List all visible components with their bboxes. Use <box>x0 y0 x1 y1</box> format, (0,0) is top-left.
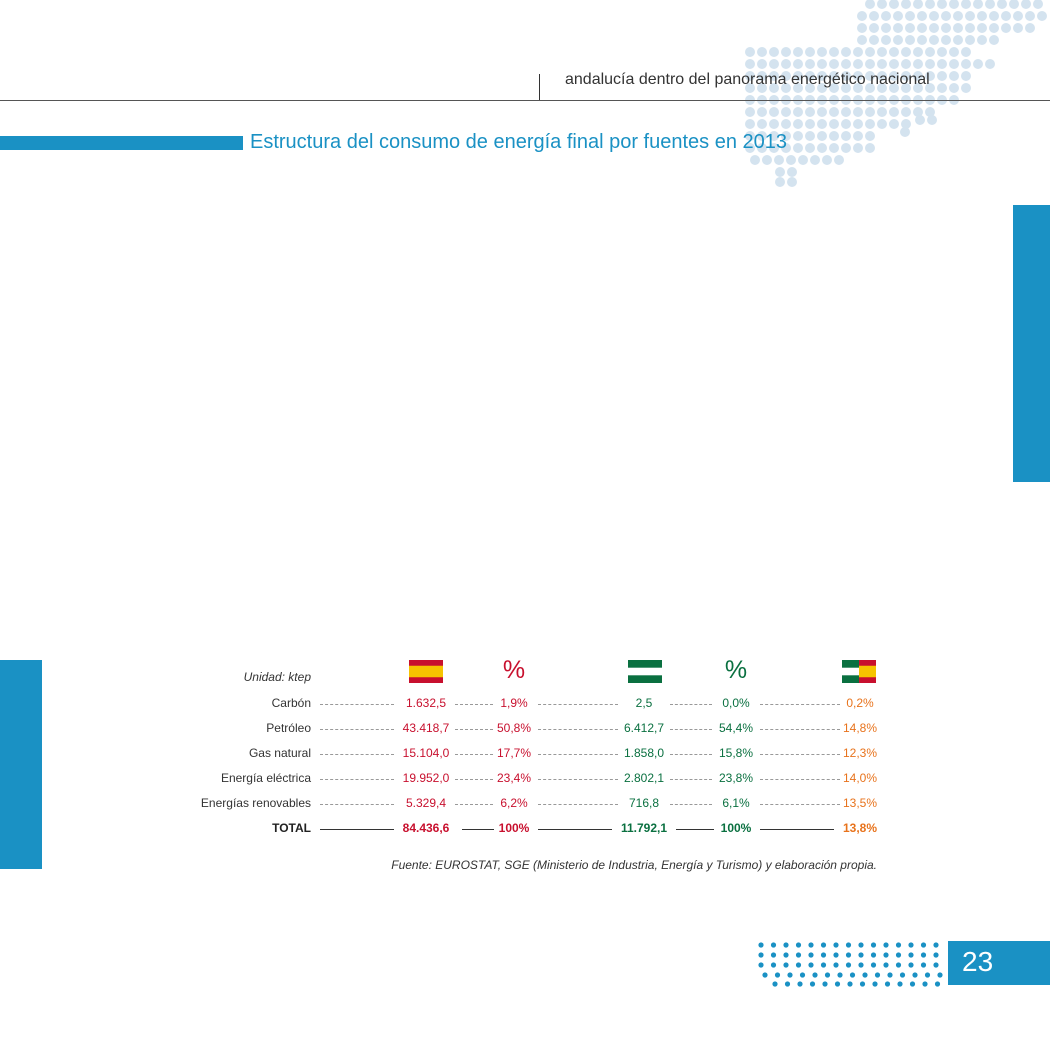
leader-dots <box>670 704 712 705</box>
andalucia-percent: 0,0% <box>722 696 750 710</box>
row-label: Gas natural <box>248 746 311 760</box>
andalucia-percent: 100% <box>720 821 752 835</box>
andalucia-share-of-spain: 13,5% <box>842 796 878 810</box>
spain-value: 43.418,7 <box>402 721 450 735</box>
andalucia-percent-header: % <box>724 656 748 684</box>
table-row-total: TOTAL 84.436,6 100% 11.792,1 100% 13,8% <box>0 821 1050 839</box>
andalucia-spain-flag-icon <box>842 660 876 683</box>
title-accent-bar <box>0 136 243 150</box>
spain-value: 84.436,6 <box>402 821 450 835</box>
andalucia-share-of-spain: 12,3% <box>842 746 878 760</box>
dotted-map-decoration <box>745 0 1047 187</box>
spain-flag-icon <box>409 660 443 683</box>
andalucia-share-of-spain: 13,8% <box>842 821 878 835</box>
spain-percent: 17,7% <box>496 746 532 760</box>
andalucia-value: 6.412,7 <box>623 721 665 735</box>
table-row-carbon: Carbón 1.632,5 1,9% 2,5 0,0% 0,2% <box>0 696 1050 714</box>
row-label: Energías renovables <box>200 796 311 810</box>
leader-dots <box>670 779 712 780</box>
leader-dots <box>760 729 840 730</box>
row-label: TOTAL <box>272 821 311 835</box>
leader-dots <box>455 779 493 780</box>
right-side-tab <box>1013 205 1050 482</box>
row-label: Energía eléctrica <box>220 771 311 785</box>
running-header: andalucía dentro del panorama energético… <box>565 71 930 88</box>
leader-dots <box>670 729 712 730</box>
section-title: Estructura del consumo de energía final … <box>250 131 788 153</box>
andalucia-value: 11.792,1 <box>620 821 668 835</box>
leader-line <box>676 829 714 830</box>
andalucia-percent: 23,8% <box>718 771 754 785</box>
table-row-petroleo: Petróleo 43.418,7 50,8% 6.412,7 54,4% 14… <box>0 721 1050 739</box>
spain-percent: 50,8% <box>496 721 532 735</box>
page-number-box <box>948 941 1050 985</box>
leader-dots <box>538 704 618 705</box>
table-row-energia-electrica: Energía eléctrica 19.952,0 23,4% 2.802,1… <box>0 771 1050 789</box>
andalucia-value: 2,5 <box>635 696 653 710</box>
leader-dots <box>760 754 840 755</box>
leader-line <box>320 829 394 830</box>
andalucia-share-of-spain: 14,0% <box>842 771 878 785</box>
spain-value: 5.329,4 <box>405 796 447 810</box>
leader-dots <box>538 779 618 780</box>
leader-dots <box>455 754 493 755</box>
leader-dots <box>320 729 394 730</box>
leader-dots <box>455 804 493 805</box>
leader-line <box>462 829 494 830</box>
leader-dots <box>320 754 394 755</box>
spain-percent-header: % <box>502 656 526 684</box>
leader-dots <box>455 704 493 705</box>
leader-dots <box>320 779 394 780</box>
leader-dots <box>455 729 493 730</box>
spain-percent: 6,2% <box>500 796 528 810</box>
leader-dots <box>760 804 840 805</box>
leader-line <box>760 829 834 830</box>
leader-dots <box>760 704 840 705</box>
andalucia-percent: 54,4% <box>718 721 754 735</box>
andalucia-percent: 15,8% <box>718 746 754 760</box>
spain-percent: 100% <box>498 821 530 835</box>
andalucia-value: 1.858,0 <box>623 746 665 760</box>
leader-line <box>538 829 612 830</box>
leader-dots <box>320 804 394 805</box>
andalucia-percent: 6,1% <box>722 796 750 810</box>
spain-value: 15.104,0 <box>402 746 450 760</box>
header-rule <box>0 100 1050 101</box>
spain-percent: 1,9% <box>500 696 528 710</box>
table-row-energias-renovables: Energías renovables 5.329,4 6,2% 716,8 6… <box>0 796 1050 814</box>
leader-dots <box>760 779 840 780</box>
unit-label: Unidad: ktep <box>243 670 311 684</box>
footer-dots-decoration <box>758 942 943 987</box>
row-label: Carbón <box>271 696 311 710</box>
andalucia-value: 716,8 <box>628 796 660 810</box>
source-note: Fuente: EUROSTAT, SGE (Ministerio de Ind… <box>391 858 877 872</box>
andalucia-value: 2.802,1 <box>623 771 665 785</box>
andalucia-flag-icon <box>628 660 662 683</box>
left-side-tab <box>0 660 42 869</box>
leader-dots <box>670 754 712 755</box>
leader-dots <box>538 729 618 730</box>
table-row-gas-natural: Gas natural 15.104,0 17,7% 1.858,0 15,8%… <box>0 746 1050 764</box>
leader-dots <box>538 804 618 805</box>
spain-value: 1.632,5 <box>405 696 447 710</box>
leader-dots <box>670 804 712 805</box>
header-divider-tick <box>539 74 540 100</box>
row-label: Petróleo <box>266 721 311 735</box>
leader-dots <box>320 704 394 705</box>
spain-value: 19.952,0 <box>402 771 450 785</box>
page-number: 23 <box>962 946 994 977</box>
leader-dots <box>538 754 618 755</box>
spain-percent: 23,4% <box>496 771 532 785</box>
andalucia-share-of-spain: 14,8% <box>842 721 878 735</box>
andalucia-share-of-spain: 0,2% <box>846 696 874 710</box>
